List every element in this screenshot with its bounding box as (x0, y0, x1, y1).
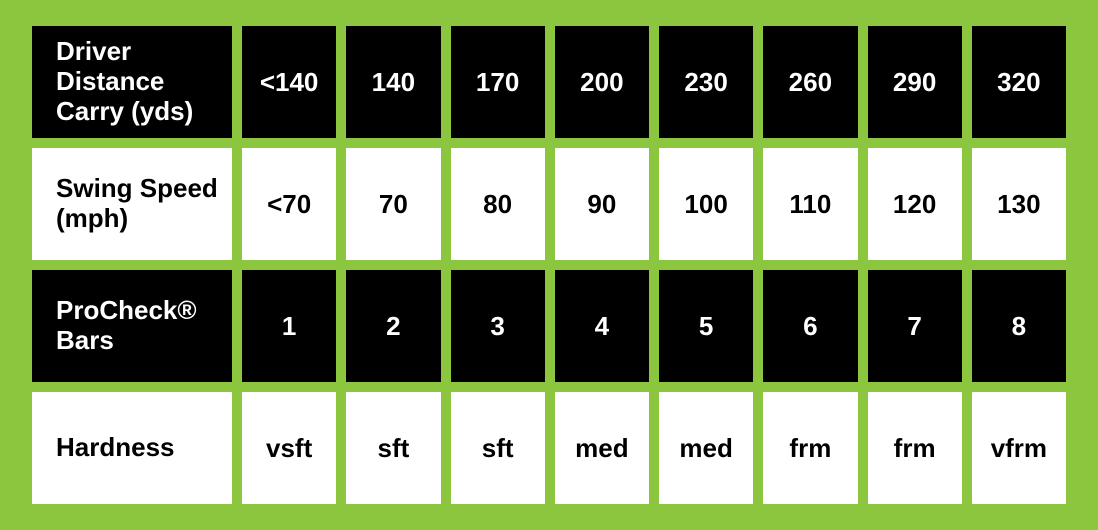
table-cell: <70 (242, 148, 336, 260)
row-header-procheck-bars: ProCheck® Bars (32, 270, 232, 382)
table-cell: 140 (346, 26, 440, 138)
table-cell: <140 (242, 26, 336, 138)
table-cell: sft (346, 392, 440, 504)
table-cell: 3 (451, 270, 545, 382)
table-cell: vfrm (972, 392, 1066, 504)
table-cell: 90 (555, 148, 649, 260)
table-cell: 230 (659, 26, 753, 138)
row-header-hardness: Hardness (32, 392, 232, 504)
table-cell: 120 (868, 148, 962, 260)
row-header-swing-speed: Swing Speed (mph) (32, 148, 232, 260)
table-cell: 320 (972, 26, 1066, 138)
table-cell: 70 (346, 148, 440, 260)
table-cell: 1 (242, 270, 336, 382)
table-cell: 260 (763, 26, 857, 138)
table-cell: frm (868, 392, 962, 504)
table-cell: sft (451, 392, 545, 504)
table-cell: 8 (972, 270, 1066, 382)
table-cell: vsft (242, 392, 336, 504)
fitting-table: Driver Distance Carry (yds) <140 140 170… (32, 26, 1066, 504)
table-cell: 4 (555, 270, 649, 382)
table-cell: 2 (346, 270, 440, 382)
table-cell: frm (763, 392, 857, 504)
table-cell: 7 (868, 270, 962, 382)
table-cell: 110 (763, 148, 857, 260)
table-cell: 6 (763, 270, 857, 382)
row-header-driver-distance: Driver Distance Carry (yds) (32, 26, 232, 138)
table-cell: med (659, 392, 753, 504)
table-cell: 130 (972, 148, 1066, 260)
table-cell: 100 (659, 148, 753, 260)
table-cell: 290 (868, 26, 962, 138)
table-cell: 200 (555, 26, 649, 138)
table-cell: 80 (451, 148, 545, 260)
table-cell: 170 (451, 26, 545, 138)
table-cell: 5 (659, 270, 753, 382)
table-cell: med (555, 392, 649, 504)
